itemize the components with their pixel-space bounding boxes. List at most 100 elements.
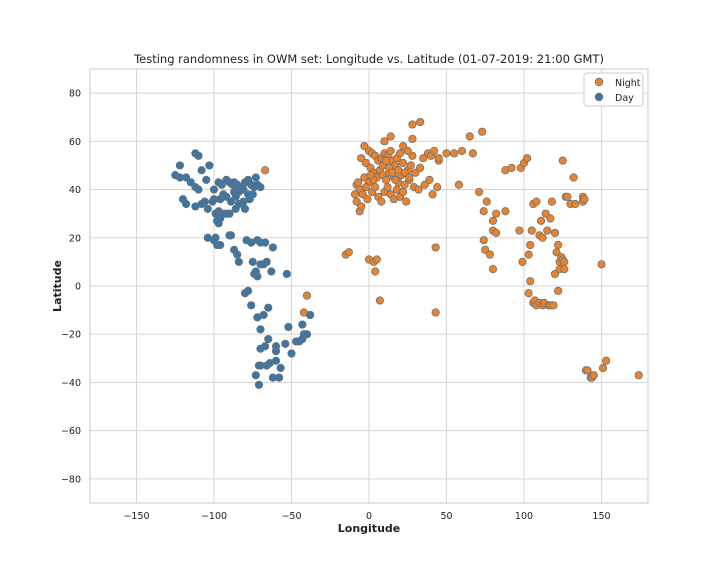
data-point-night <box>405 173 414 182</box>
data-point-night <box>526 240 535 250</box>
data-point-day <box>234 257 243 266</box>
data-point-day <box>305 310 315 320</box>
data-point-day <box>254 380 264 389</box>
data-point-day <box>274 373 284 382</box>
legend-marker-day <box>594 92 604 102</box>
data-point-night <box>491 228 501 238</box>
y-tick-label: −40 <box>61 378 81 389</box>
data-point-day <box>271 356 281 365</box>
data-point-night <box>465 132 474 141</box>
data-point-night <box>549 301 558 310</box>
data-point-night <box>454 180 463 189</box>
data-point-night <box>571 199 580 209</box>
data-point-day <box>209 185 219 194</box>
data-point-night <box>377 197 386 206</box>
data-point-night <box>366 170 375 180</box>
y-tick-label: 20 <box>69 233 81 244</box>
data-point-day <box>203 204 212 213</box>
data-point-night <box>414 185 423 194</box>
data-point-day <box>259 310 268 320</box>
data-point-night <box>375 296 384 305</box>
data-point-night <box>468 149 477 158</box>
data-point-night <box>431 243 440 252</box>
data-point-day <box>298 320 307 329</box>
data-point-night <box>381 156 391 165</box>
y-tick-label: −20 <box>61 330 81 341</box>
data-point-day <box>248 190 257 199</box>
chart-title: Testing randomness in OWM set: Longitude… <box>133 52 604 66</box>
data-point-day <box>261 238 270 247</box>
data-point-day <box>268 243 277 252</box>
data-point-night <box>357 202 366 211</box>
data-point-day <box>282 269 291 279</box>
data-point-night <box>538 233 547 242</box>
data-point-night <box>479 236 488 245</box>
data-point-day <box>244 286 253 295</box>
data-point-night <box>522 154 532 163</box>
data-point-night <box>598 363 608 373</box>
data-point-night <box>386 132 395 141</box>
data-point-night <box>515 226 524 235</box>
data-point-day <box>223 209 233 218</box>
data-point-night <box>442 149 451 158</box>
data-point-night <box>507 163 516 172</box>
x-tick-label: 0 <box>366 511 372 522</box>
data-point-night <box>550 228 560 238</box>
data-point-night <box>560 265 569 274</box>
grid-lines <box>90 69 648 503</box>
data-point-night <box>371 267 380 276</box>
legend-label-night: Night <box>615 78 641 89</box>
data-point-night <box>429 146 439 156</box>
data-point-day <box>281 339 290 348</box>
data-point-day <box>264 334 273 344</box>
plot-frame <box>89 68 649 504</box>
data-point-night <box>478 127 487 136</box>
data-point-night <box>553 240 563 250</box>
data-point-night <box>406 161 415 170</box>
data-point-night <box>386 146 395 156</box>
data-point-night <box>402 197 411 206</box>
x-tick-label: 150 <box>592 511 610 522</box>
data-point-day <box>267 267 276 276</box>
data-point-day <box>194 151 203 160</box>
data-point-day <box>271 346 281 356</box>
y-tick-label: −80 <box>61 474 81 485</box>
data-point-day <box>211 233 220 242</box>
data-point-day <box>234 187 243 197</box>
data-point-day <box>247 301 256 310</box>
data-point-day <box>205 161 214 170</box>
data-point-night <box>527 226 536 235</box>
data-point-night <box>560 257 569 266</box>
y-axis-label: Latitude <box>51 260 64 312</box>
x-tick-label: 50 <box>440 511 452 522</box>
data-point-night <box>450 149 459 158</box>
data-point-night <box>474 187 484 197</box>
data-point-night <box>532 197 541 206</box>
data-point-night <box>434 154 443 163</box>
data-point-day <box>182 199 191 209</box>
data-point-night <box>361 183 370 192</box>
y-tick-label: −60 <box>61 426 81 437</box>
data-point-night <box>395 149 405 158</box>
data-point-night <box>488 216 498 225</box>
data-point-day <box>256 183 265 192</box>
data-point-night <box>408 134 417 144</box>
data-point-night <box>479 207 488 216</box>
data-point-night <box>543 226 552 235</box>
data-point-night <box>380 137 389 146</box>
x-tick-label: −50 <box>281 511 301 522</box>
data-point-day <box>256 325 265 334</box>
data-point-night <box>583 366 592 375</box>
data-point-day <box>194 185 203 194</box>
x-axis-label: Longitude <box>338 522 400 535</box>
legend: Night Day <box>583 72 644 107</box>
data-point-day <box>262 257 271 266</box>
data-point-night <box>433 183 442 192</box>
data-point-day <box>197 166 206 175</box>
data-point-day <box>264 303 273 312</box>
data-point-night <box>491 209 501 218</box>
data-point-night <box>371 183 380 192</box>
data-point-night <box>431 308 440 317</box>
